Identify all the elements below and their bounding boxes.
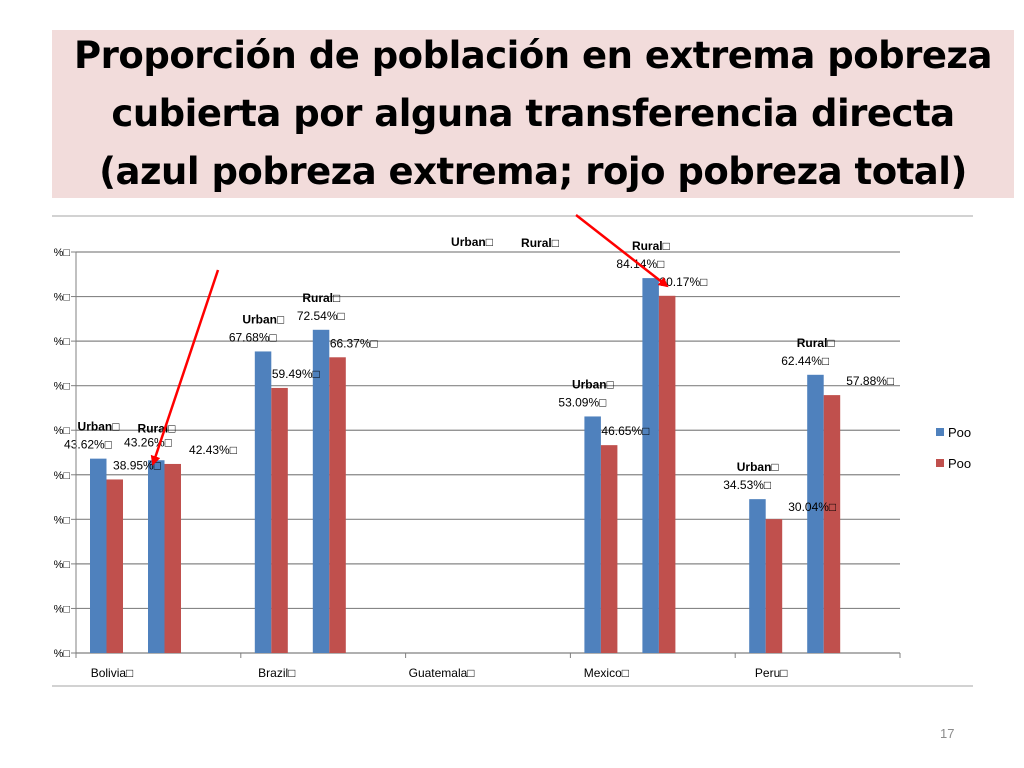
data-label: 72.54%□ <box>297 309 345 323</box>
y-tick-label: %□ <box>54 381 71 393</box>
slide-number: 17 <box>940 726 955 741</box>
x-tick-label: Mexico□ <box>584 666 629 680</box>
cluster-label-rural: Rural□ <box>797 336 835 350</box>
bar-peru-urban-blue <box>749 499 766 653</box>
bar-bolivia-urban-red <box>106 479 123 653</box>
bar-peru-urban-red <box>765 519 783 653</box>
axes: %□ %□ %□ %□ %□ %□ %□ %□ %□ %□ Bolivia□ Brazil□ Guate… <box>54 247 901 680</box>
bar-mexico-rural-blue <box>642 278 659 653</box>
data-label: 43.62%□ <box>64 438 112 452</box>
x-tick-label: Bolivia□ <box>91 666 134 680</box>
data-label: 46.65%□ <box>601 424 649 438</box>
y-tick-label: %□ <box>54 648 71 660</box>
data-label: 67.68%□ <box>229 330 277 344</box>
bars <box>90 278 841 653</box>
cluster-label-urban: Urban□ <box>242 312 284 326</box>
data-label: 43.26%□ <box>124 435 172 449</box>
data-label: 66.37%□ <box>330 336 378 350</box>
legend-label: Poo <box>948 425 971 440</box>
bar-peru-rural-blue <box>807 374 824 653</box>
x-tick-label: Peru□ <box>755 666 788 680</box>
slide-title: Proporción de población en extrema pobre… <box>74 34 992 193</box>
cluster-label-urban: Urban□ <box>78 420 120 434</box>
bar-peru-rural-red <box>823 395 841 653</box>
bar-brazil-rural-red <box>329 357 346 653</box>
cluster-label-rural: Rural□ <box>138 421 176 435</box>
legend-swatch <box>936 459 944 467</box>
legend-label: Poo <box>948 456 971 471</box>
cluster-label-urban: Urban□ <box>737 460 779 474</box>
bar-mexico-urban-red <box>600 445 618 653</box>
data-label: 30.04%□ <box>788 500 836 514</box>
cluster-label-urban: Urban□ <box>451 235 493 249</box>
bar-brazil-urban-blue <box>254 351 272 653</box>
data-label: 34.53%□ <box>723 478 771 492</box>
bar-bolivia-rural-blue <box>148 460 165 653</box>
data-label: 62.44%□ <box>781 354 829 368</box>
legend-swatch <box>936 428 944 436</box>
y-tick-label: %□ <box>54 425 71 437</box>
y-tick-label: %□ <box>54 247 71 259</box>
data-label: 38.95%□ <box>113 458 161 472</box>
data-label: 80.17%□ <box>659 275 707 289</box>
x-tick-label: Guatemala□ <box>409 666 475 680</box>
arrow-mexico <box>575 214 669 288</box>
data-label: 59.49%□ <box>272 367 320 381</box>
y-tick-label: %□ <box>54 336 71 348</box>
cluster-label-urban: Urban□ <box>572 377 614 391</box>
y-tick-label: %□ <box>54 603 71 615</box>
data-label: 57.88%□ <box>846 374 894 388</box>
bar-brazil-rural-blue <box>312 329 330 653</box>
cluster-label-rural: Rural□ <box>632 239 670 253</box>
bar-bolivia-urban-blue <box>90 458 107 653</box>
data-labels: 43.62%□38.95%□ Urban□ 43.26%□ 42.43%□ Rural□… <box>64 235 894 514</box>
arrow-bolivia <box>150 269 220 466</box>
data-label: 42.43%□ <box>189 443 237 457</box>
x-tick-label: Brazil□ <box>258 666 295 680</box>
bar-brazil-urban-red <box>271 387 288 653</box>
legend: Poo Poo <box>936 425 971 471</box>
cluster-label-rural: Rural□ <box>521 236 559 250</box>
bar-bolivia-rural-red <box>164 463 181 653</box>
bar-mexico-urban-blue <box>584 416 601 653</box>
y-tick-label: %□ <box>54 559 71 571</box>
bar-mexico-rural-red <box>658 295 676 653</box>
cluster-label-rural: Rural□ <box>302 291 340 305</box>
title-box: Proporción de población en extrema pobre… <box>52 30 1014 198</box>
data-label: 53.09%□ <box>558 395 606 409</box>
y-tick-label: %□ <box>54 514 71 526</box>
y-tick-label: %□ <box>54 292 71 304</box>
y-tick-label: %□ <box>54 470 71 482</box>
